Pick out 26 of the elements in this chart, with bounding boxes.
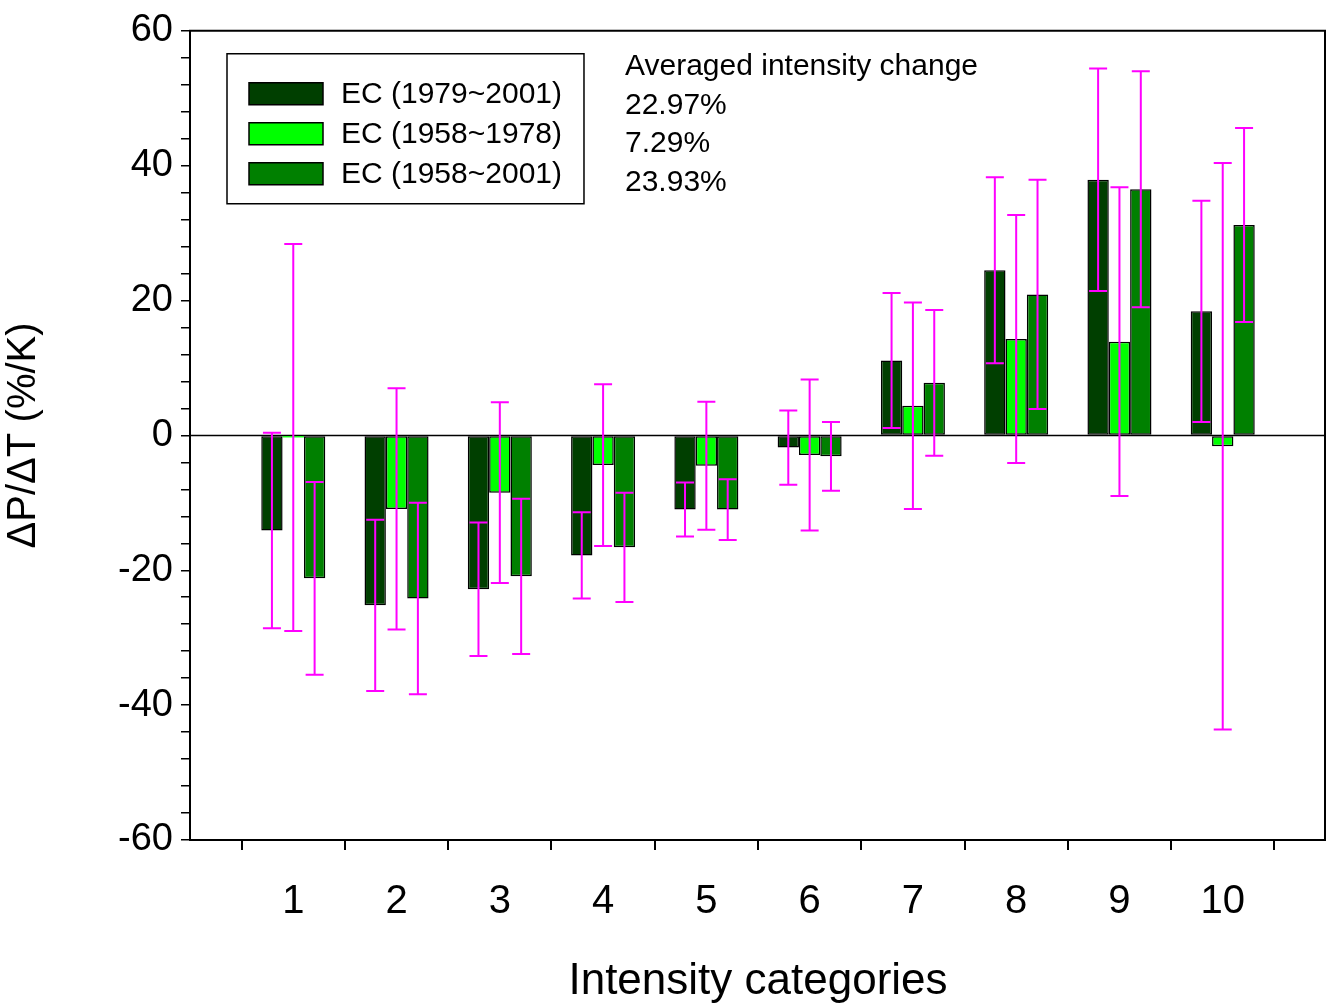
y-tick-label: 40 xyxy=(130,142,173,185)
legend-label: EC (1958~1978) xyxy=(341,116,562,150)
x-tick-label: 2 xyxy=(385,877,408,922)
x-tick-label: 1 xyxy=(282,877,305,922)
x-tick-label: 8 xyxy=(1005,877,1028,922)
x-tick-label: 10 xyxy=(1200,877,1245,922)
y-tick-label: 0 xyxy=(151,411,173,454)
annotation: Averaged intensity change xyxy=(625,48,979,82)
x-tick-label: 4 xyxy=(591,877,615,922)
legend-label: EC (1979~2001) xyxy=(341,76,562,110)
y-tick-label: 20 xyxy=(130,277,173,320)
x-axis-title: Intensity categories xyxy=(568,953,948,1003)
legend-label: EC (1958~2001) xyxy=(341,156,562,190)
x-tick-label: 3 xyxy=(488,877,511,922)
x-tick-label: 6 xyxy=(798,877,821,922)
annotation: 22.97% xyxy=(625,86,727,120)
annotation: 23.93% xyxy=(625,163,727,197)
x-tick-label: 9 xyxy=(1108,877,1131,922)
y-tick-label: -20 xyxy=(118,546,173,589)
x-tick-label: 7 xyxy=(901,877,925,922)
y-axis-title: ΔP/ΔT (%/K) xyxy=(0,322,44,549)
y-tick-label: 60 xyxy=(130,7,173,50)
annotation: 7.29% xyxy=(625,125,711,159)
y-tick-label: -40 xyxy=(118,681,173,724)
y-tick-label: -60 xyxy=(118,816,173,859)
x-tick-label: 5 xyxy=(695,877,718,922)
